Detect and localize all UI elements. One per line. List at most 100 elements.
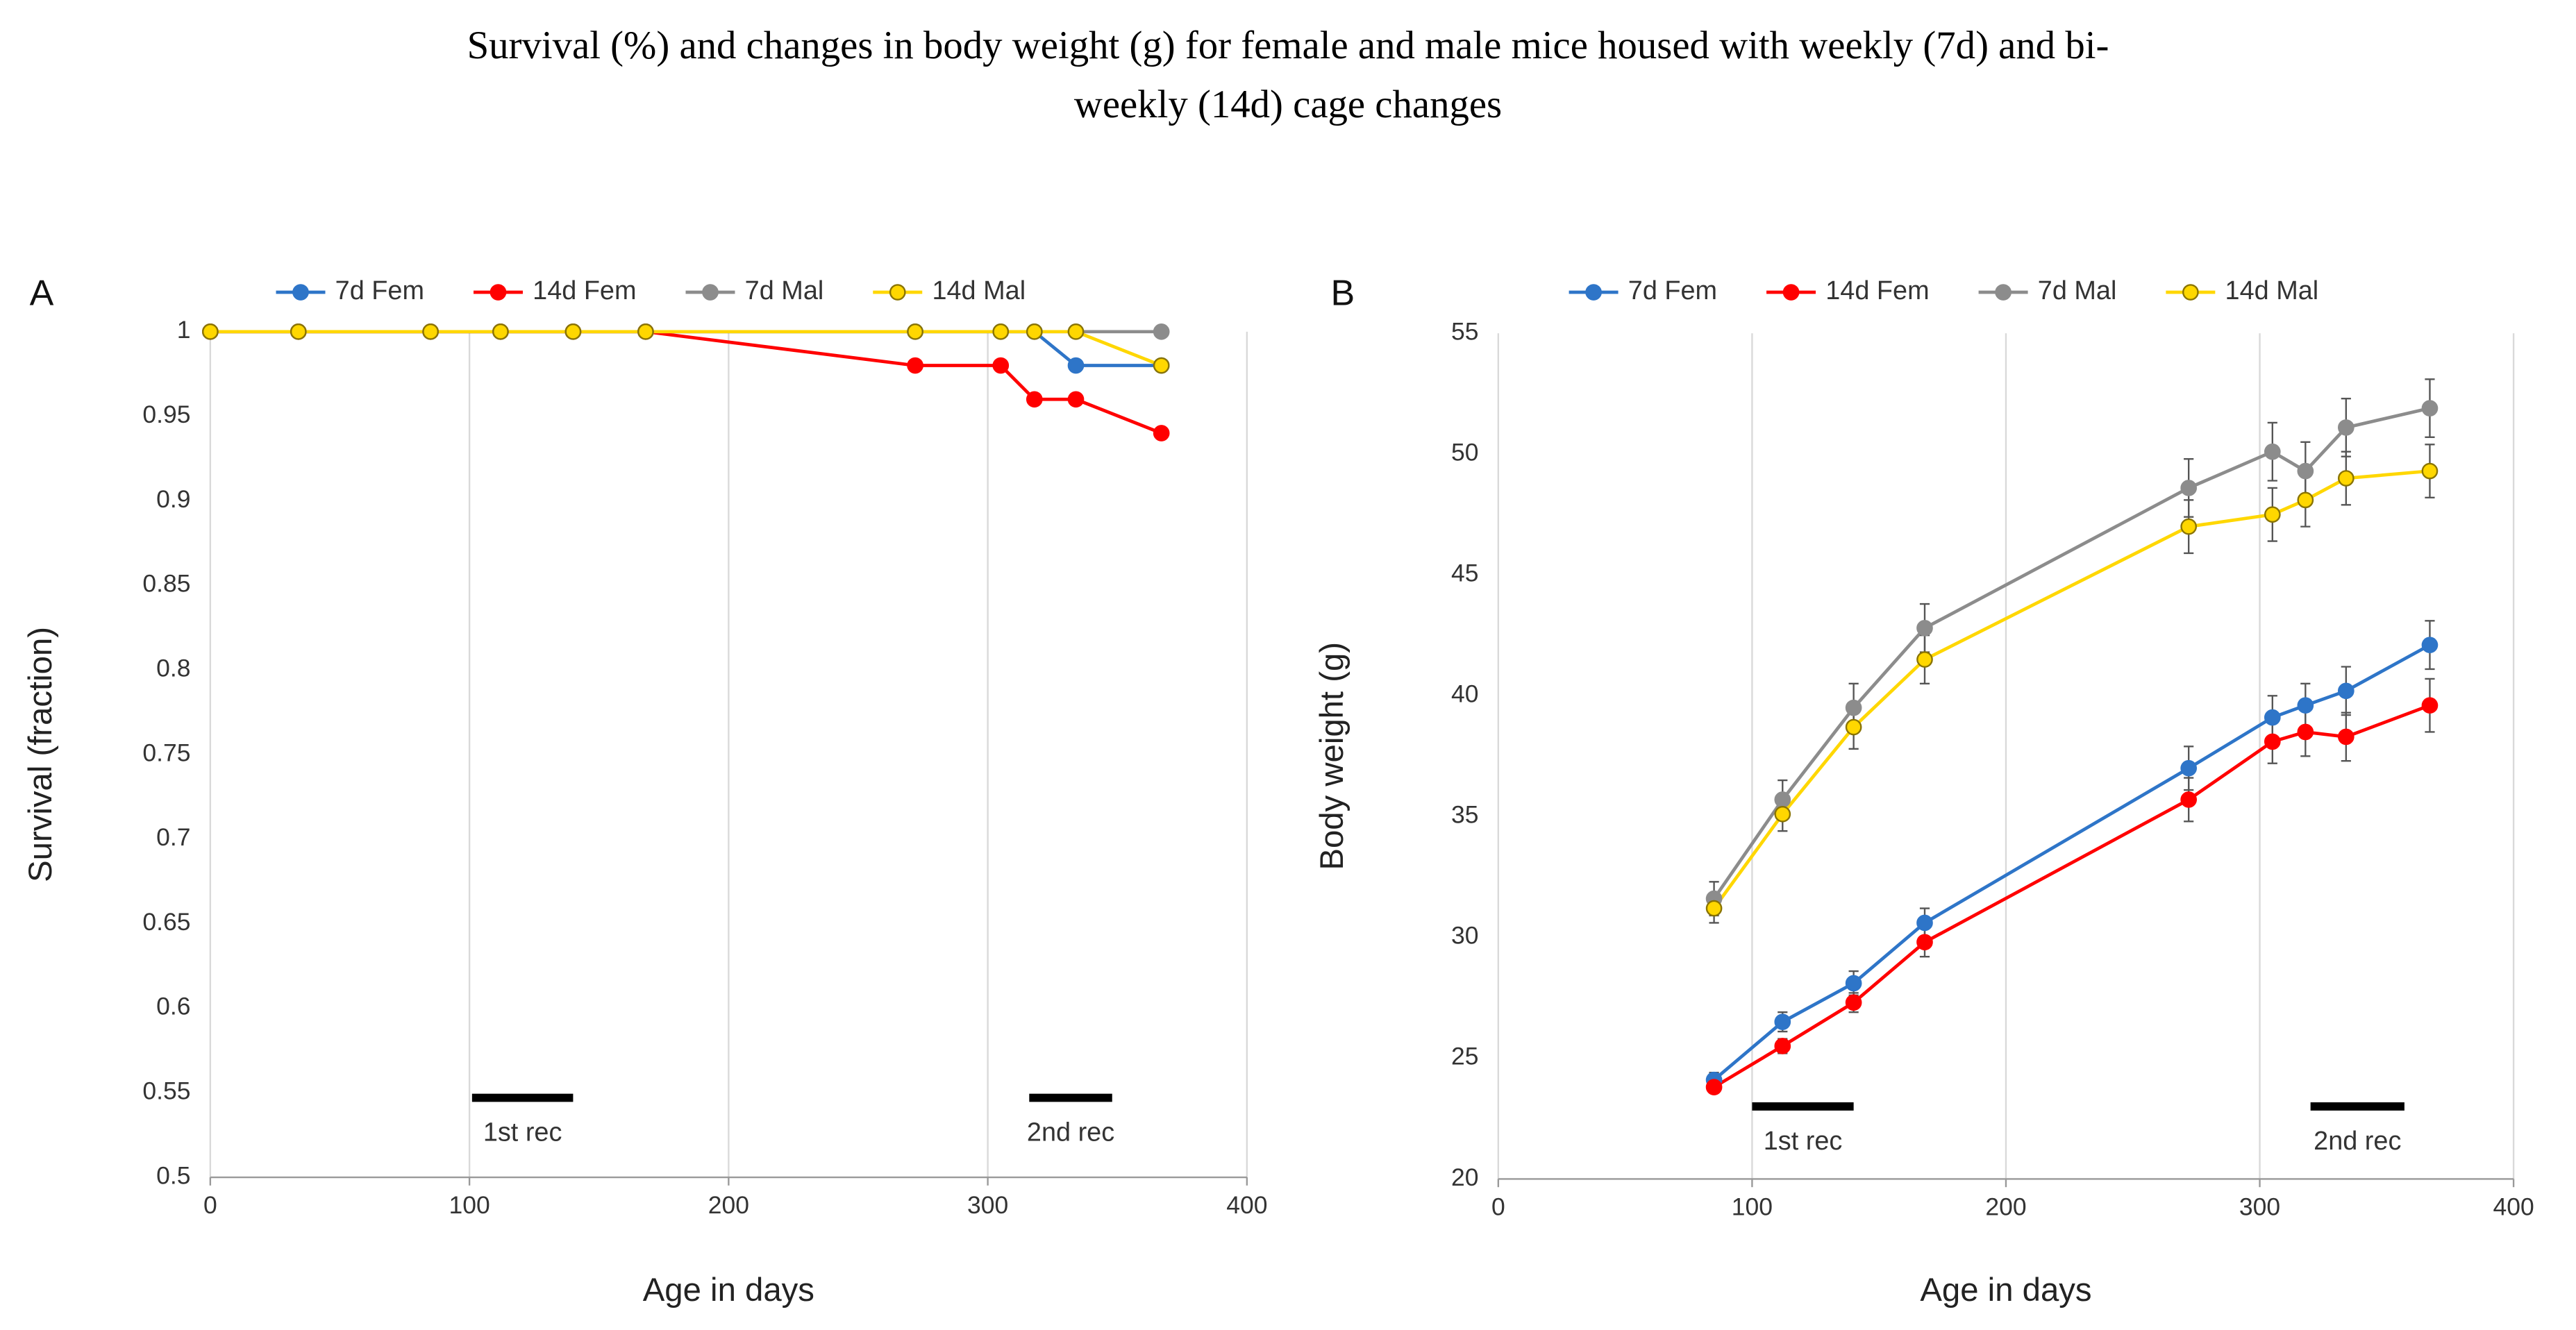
data-point (992, 357, 1010, 374)
series-line (210, 330, 1162, 435)
x-tick-label: 0 (1491, 1193, 1505, 1220)
y-tick-label: 0.7 (156, 823, 190, 851)
data-point (1026, 391, 1043, 408)
data-point (1845, 994, 1862, 1011)
data-point (2337, 419, 2355, 436)
y-tick-label: 0.8 (156, 654, 190, 682)
legend-marker (1782, 284, 1800, 301)
data-point (2264, 506, 2281, 523)
series-line (1712, 469, 2430, 909)
y-tick-label: 0.95 (142, 401, 190, 428)
series-line (1713, 703, 2431, 1089)
x-tick-label: 300 (967, 1191, 1008, 1219)
data-point (907, 357, 923, 374)
data-point (1026, 323, 1043, 340)
data-point (2297, 491, 2314, 509)
data-point (2180, 518, 2198, 535)
y-tick-label: 0.75 (142, 739, 190, 766)
x-tick-label: 300 (2239, 1193, 2280, 1220)
y-axis-title: Body weight (g) (1314, 642, 1350, 870)
panel-label: A (30, 273, 54, 314)
data-point (1916, 651, 1933, 668)
data-point (637, 323, 654, 340)
data-point (2264, 443, 2281, 460)
y-tick-label: 0.65 (142, 908, 190, 936)
legend-marker (490, 284, 507, 301)
data-point (2421, 400, 2439, 416)
x-axis-title: Age in days (1920, 1272, 2091, 1308)
x-tick-label: 0 (203, 1191, 217, 1219)
legend-marker (1995, 284, 2012, 301)
y-tick-label: 1 (177, 316, 191, 344)
annotation-label: 2nd rec (1027, 1118, 1114, 1147)
data-point (1067, 357, 1085, 374)
y-tick-label: 0.55 (142, 1077, 190, 1105)
annotation-label: 2nd rec (2314, 1127, 2401, 1156)
x-axis-title: Age in days (643, 1272, 814, 1308)
data-point (1774, 791, 1791, 808)
legend-marker (2182, 284, 2199, 301)
panel-label: B (1331, 273, 1355, 314)
y-tick-label: 0.5 (156, 1161, 190, 1189)
legend-label: 14d Mal (932, 276, 1026, 305)
legend-label: 7d Fem (335, 276, 424, 305)
data-point (1916, 934, 1933, 951)
data-point (1153, 425, 1170, 441)
data-point (2297, 723, 2314, 741)
y-tick-label: 55 (1451, 318, 1478, 346)
data-point (1153, 357, 1170, 374)
data-point (2297, 462, 2314, 480)
data-point (492, 323, 509, 340)
data-point (290, 323, 307, 340)
y-tick-label: 0.85 (142, 570, 190, 598)
data-point (1705, 900, 1723, 917)
series-line (1712, 406, 2430, 900)
data-point (202, 323, 219, 340)
x-tick-label: 200 (708, 1191, 749, 1219)
data-point (2180, 791, 2198, 808)
legend-marker (1585, 284, 1602, 301)
legend-marker (889, 284, 906, 301)
data-point (2337, 728, 2355, 746)
y-tick-label: 25 (1451, 1043, 1478, 1070)
data-point (2421, 462, 2439, 480)
y-tick-label: 20 (1451, 1163, 1478, 1191)
annotation-label: 1st rec (1764, 1127, 1843, 1156)
data-point (1916, 914, 1933, 932)
legend-label: 7d Mal (2038, 276, 2117, 305)
x-tick-label: 100 (1732, 1193, 1773, 1220)
data-point (2421, 637, 2439, 654)
data-point (1774, 805, 1791, 823)
data-point (1774, 1013, 1791, 1030)
data-point (992, 323, 1010, 340)
x-tick-label: 400 (2493, 1193, 2534, 1220)
data-point (1067, 391, 1085, 408)
figure-title: weekly (14d) cage changes (1074, 83, 1502, 126)
y-tick-label: 0.9 (156, 485, 190, 513)
y-tick-label: 30 (1451, 922, 1478, 950)
data-point (1845, 699, 1862, 716)
data-point (564, 323, 582, 340)
x-tick-label: 200 (1985, 1193, 2026, 1220)
data-point (2180, 759, 2198, 777)
x-tick-label: 400 (1226, 1191, 1267, 1219)
data-point (2421, 697, 2439, 714)
legend-label: 7d Fem (1628, 276, 1717, 305)
x-tick-label: 100 (449, 1191, 490, 1219)
y-tick-label: 45 (1451, 559, 1478, 587)
data-point (2297, 697, 2314, 714)
y-tick-label: 40 (1451, 680, 1478, 708)
data-point (1153, 323, 1170, 340)
chart: B 0 100 200 300 400 20 25 30 35 40 45 50 55 Age in day… (1314, 273, 2534, 1309)
data-point (2337, 470, 2355, 487)
figure-title: Survival (%) and changes in body weight … (467, 24, 2109, 67)
data-point (2180, 480, 2198, 496)
legend-label: 7d Mal (745, 276, 824, 305)
legend-label: 14d Fem (533, 276, 636, 305)
data-point (1067, 323, 1085, 340)
data-point (1845, 975, 1862, 992)
legend-label: 14d Mal (2225, 276, 2319, 305)
legend-marker (292, 284, 309, 301)
y-tick-label: 0.6 (156, 993, 190, 1020)
